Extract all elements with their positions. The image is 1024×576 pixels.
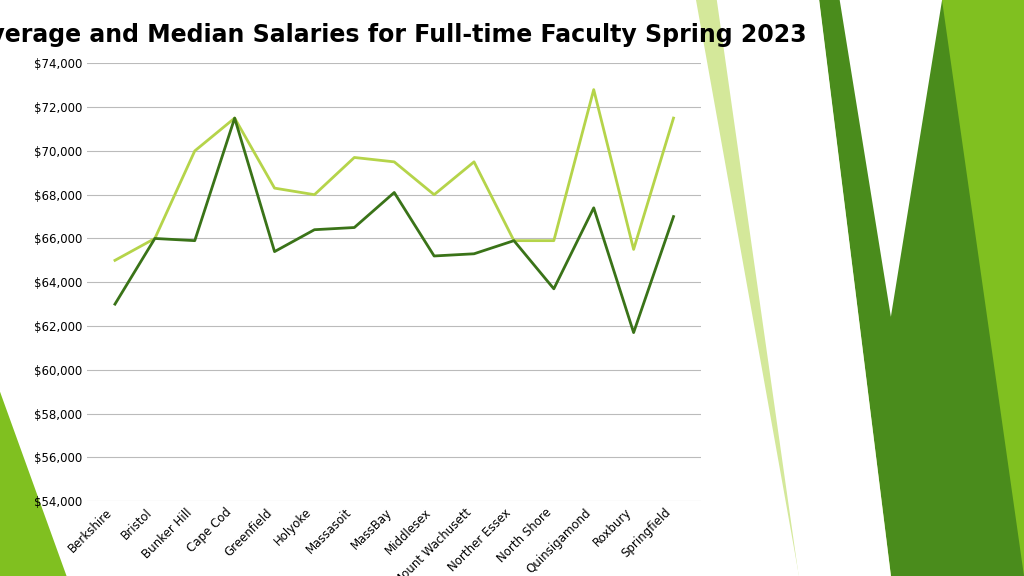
Average salaries FT faculty	[668, 115, 680, 122]
Line: Average salaries FT faculty: Average salaries FT faculty	[115, 90, 674, 260]
Average salaries FT faculty	[588, 86, 600, 93]
Median Salaries FT faculty	[228, 115, 241, 122]
Average salaries FT faculty	[109, 257, 121, 264]
Average salaries FT faculty	[148, 235, 161, 242]
Median Salaries FT faculty	[268, 248, 281, 255]
Average salaries FT faculty	[548, 237, 560, 244]
Median Salaries FT faculty	[428, 252, 440, 259]
Text: Average and Median Salaries for Full-time Faculty Spring 2023: Average and Median Salaries for Full-tim…	[0, 23, 807, 47]
Median Salaries FT faculty	[388, 189, 400, 196]
Median Salaries FT faculty	[109, 301, 121, 308]
Median Salaries FT faculty	[628, 329, 640, 336]
Median Salaries FT faculty	[668, 213, 680, 220]
Median Salaries FT faculty	[148, 235, 161, 242]
Median Salaries FT faculty	[188, 237, 201, 244]
Average salaries FT faculty	[188, 147, 201, 154]
Median Salaries FT faculty	[508, 237, 520, 244]
Median Salaries FT faculty	[348, 224, 360, 231]
Average salaries FT faculty	[228, 115, 241, 122]
Average salaries FT faculty	[268, 185, 281, 192]
Average salaries FT faculty	[388, 158, 400, 165]
Average salaries FT faculty	[308, 191, 321, 198]
Median Salaries FT faculty	[548, 285, 560, 292]
Median Salaries FT faculty	[308, 226, 321, 233]
Average salaries FT faculty	[348, 154, 360, 161]
Median Salaries FT faculty	[588, 204, 600, 211]
Average salaries FT faculty	[628, 246, 640, 253]
Average salaries FT faculty	[428, 191, 440, 198]
Median Salaries FT faculty	[468, 251, 480, 257]
Line: Median Salaries FT faculty: Median Salaries FT faculty	[115, 118, 674, 332]
Average salaries FT faculty	[468, 158, 480, 165]
Average salaries FT faculty	[508, 237, 520, 244]
